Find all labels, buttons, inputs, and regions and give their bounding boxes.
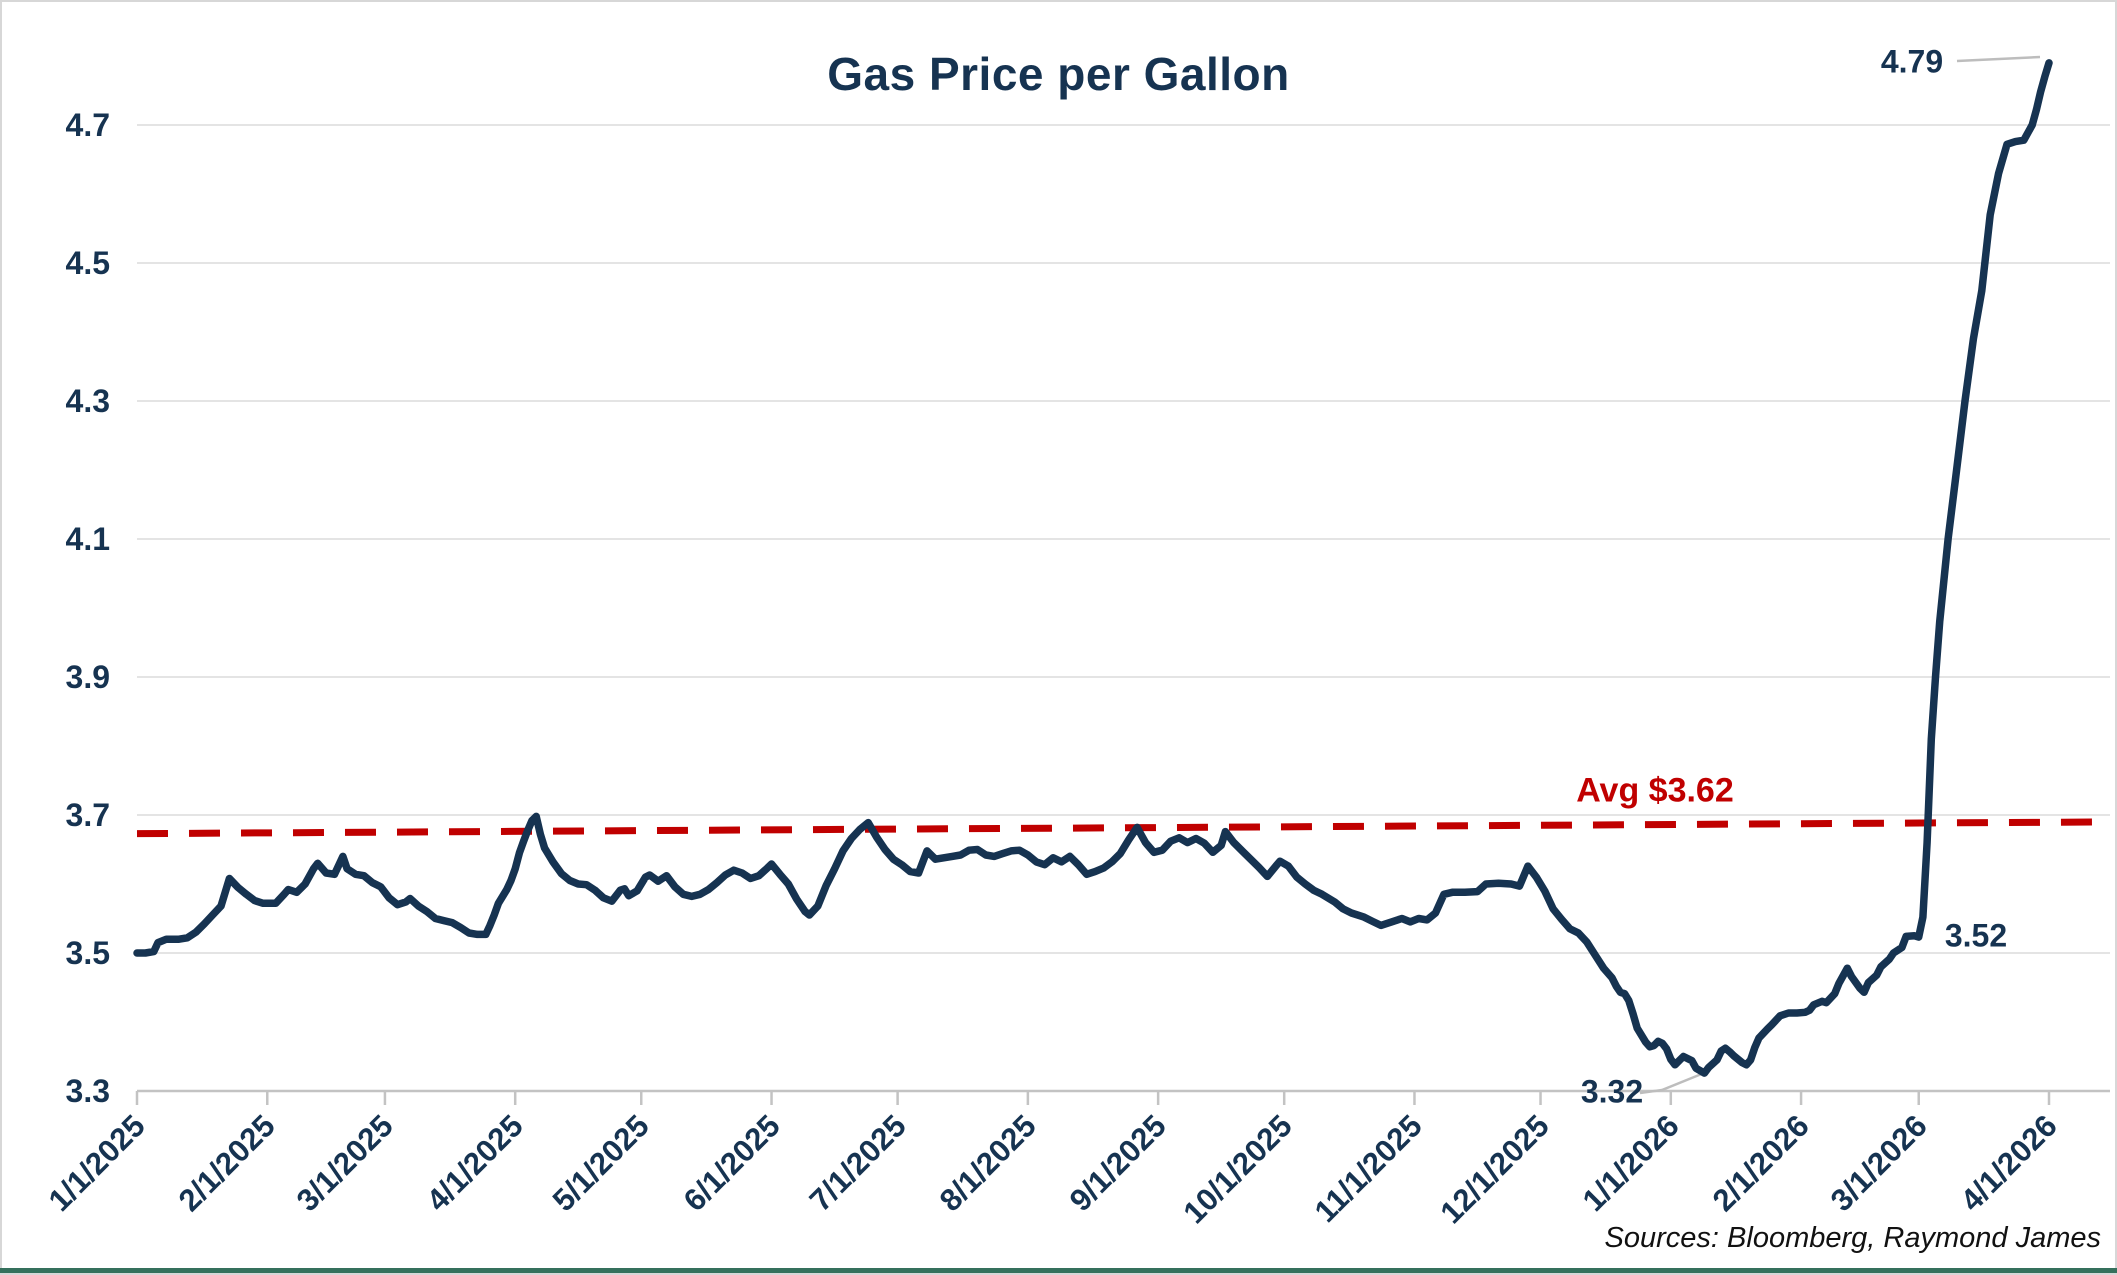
series-line	[133, 59, 2053, 1077]
data-label-prespike: 3.52	[1944, 917, 2008, 954]
y-axis-tick-label: 3.7	[65, 797, 110, 833]
y-axis-tick-label: 4.7	[65, 107, 110, 143]
y-axis-tick-label: 3.5	[65, 935, 110, 971]
y-axis-tick-label: 4.5	[65, 245, 110, 281]
data-label-low: 3.32	[1580, 1073, 1644, 1110]
y-axis-tick-label: 4.1	[65, 521, 110, 557]
y-axis-tick-label: 3.3	[65, 1073, 110, 1109]
chart-title: Gas Price per Gallon	[827, 47, 1290, 100]
average-dashed-line	[136, 818, 2111, 838]
callout-leader-line	[1639, 1071, 1705, 1095]
data-label-high: 4.79	[1880, 43, 1944, 80]
average-line-label: Avg $3.62	[1576, 771, 1734, 810]
callout-leader-line	[1956, 55, 2041, 63]
y-axis-tick-label: 4.3	[65, 383, 110, 419]
source-note: Sources: Bloomberg, Raymond James	[1604, 1222, 2101, 1254]
bottom-accent-bar	[0, 1268, 2117, 1273]
y-axis-tick-label: 3.9	[65, 659, 110, 695]
